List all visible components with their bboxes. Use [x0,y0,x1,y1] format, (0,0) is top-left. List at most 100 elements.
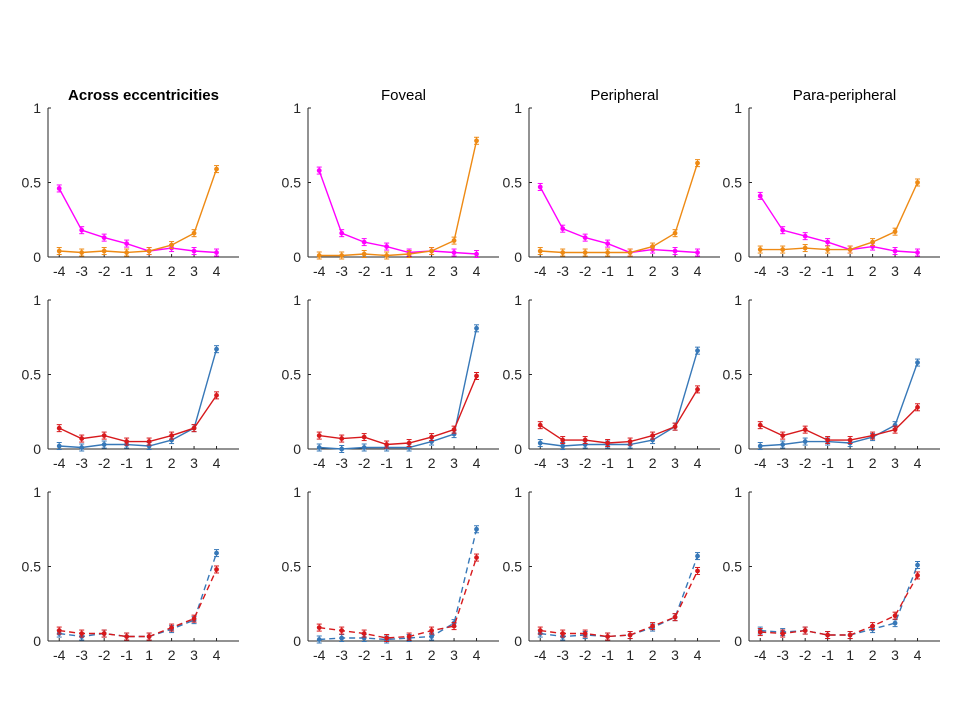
data-point [339,230,345,236]
x-tick-label: 1 [145,263,153,279]
data-point [802,245,808,251]
y-tick-label: 1 [33,292,41,308]
data-point [384,244,390,249]
x-tick-label: 2 [869,455,877,471]
data-point [474,373,479,379]
data-point [757,422,763,428]
x-tick-label: 4 [473,647,481,663]
series-1 [56,391,220,446]
data-point [870,623,875,629]
y-tick-label: 1 [33,484,41,500]
data-point [101,442,107,447]
data-point [339,635,345,641]
x-tick-label: -2 [799,647,812,663]
data-point [915,404,920,410]
data-point [169,433,174,438]
y-tick-label: 0.5 [282,559,302,575]
y-tick-label: 1 [514,100,522,116]
data-point [650,623,655,629]
data-point [802,427,808,433]
series-line [318,170,477,255]
x-tick-label: 4 [914,263,922,279]
x-tick-label: -4 [313,647,326,663]
data-point [316,168,322,173]
x-tick-label: 4 [473,455,481,471]
data-point [780,631,786,636]
data-point [191,230,197,236]
x-tick-label: -1 [821,647,834,663]
data-point [847,437,853,443]
x-tick-label: -3 [335,647,348,663]
x-tick-label: 1 [145,647,153,663]
x-tick-label: -4 [534,647,547,663]
data-point [560,226,566,232]
data-point [825,632,831,638]
x-tick-label: 1 [405,263,413,279]
x-tick-label: -2 [358,263,371,279]
y-tick-label: 0 [734,249,742,265]
y-tick-label: 0.5 [22,367,42,383]
x-tick-label: -1 [120,647,133,663]
data-point [757,443,763,449]
data-point [406,440,412,446]
data-point [892,613,898,619]
x-tick-label: 1 [626,455,634,471]
x-tick-label: 4 [914,455,922,471]
x-tick-label: -1 [380,455,393,471]
data-point [316,445,322,450]
data-point [361,631,367,636]
data-point [757,629,763,635]
data-point [56,628,62,633]
data-point [146,634,152,639]
series-1 [316,136,480,260]
x-tick-label: 2 [869,263,877,279]
x-tick-label: 1 [405,647,413,663]
data-point [169,242,174,248]
series-line [539,389,699,444]
x-tick-label: 2 [428,647,436,663]
series-line [760,362,919,447]
data-point [56,248,62,254]
x-tick-label: 1 [405,455,413,471]
data-point [474,325,479,331]
x-tick-label: 3 [671,263,679,279]
series-0 [56,184,220,257]
y-tick-label: 0 [293,441,301,457]
panel-title: Peripheral [590,87,658,104]
x-tick-label: -3 [776,263,789,279]
series-line [759,406,918,441]
x-tick-label: 3 [190,263,198,279]
data-point [825,247,831,252]
series-line [540,570,699,638]
y-tick-label: 0 [293,633,301,649]
data-point [627,632,633,638]
x-tick-label: 3 [450,647,458,663]
x-tick-label: 3 [450,263,458,279]
x-tick-label: -4 [754,647,767,663]
x-tick-label: 1 [846,455,854,471]
series-line [319,328,478,450]
series-1 [537,385,701,448]
data-point [537,248,543,254]
panel-1-1: 00.51-4 -3 -2 -1 1 2 3 4 [282,292,499,471]
data-point [124,634,130,639]
data-point [56,186,62,191]
y-tick-label: 1 [514,292,522,308]
y-tick-label: 0.5 [723,175,743,191]
x-tick-label: 2 [428,455,436,471]
data-point [915,250,920,255]
data-point [474,138,479,144]
data-point [695,348,700,354]
data-point [56,425,62,431]
data-point [474,555,479,560]
x-tick-label: -3 [75,263,88,279]
x-tick-label: -2 [98,647,111,663]
data-point [780,442,786,447]
data-point [339,253,345,258]
series-line [59,552,218,638]
panel-2-1: 00.51-4 -3 -2 -1 1 2 3 4 [282,484,499,663]
data-point [695,160,700,166]
data-point [101,631,107,636]
